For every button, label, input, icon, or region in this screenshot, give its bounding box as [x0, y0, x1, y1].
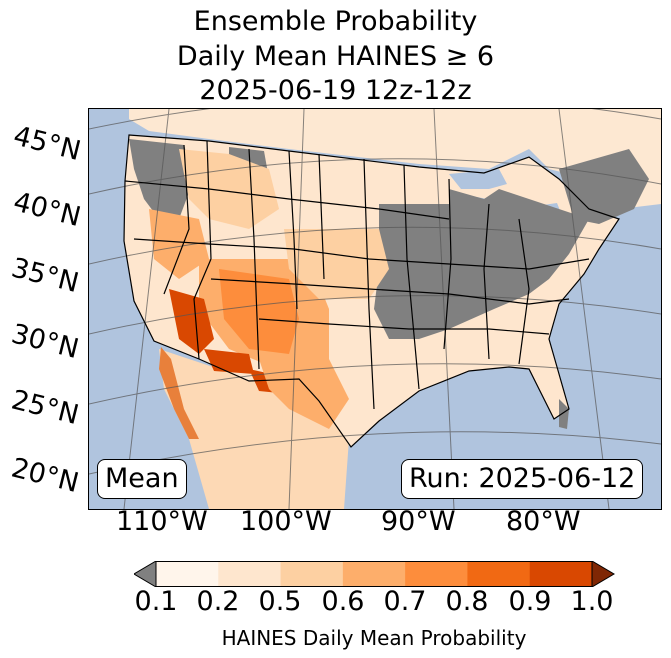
lon-label-80w: 80°W [506, 506, 581, 537]
lat-label-40n: 40°N [10, 186, 84, 234]
run-date-box: Run: 2025-06-12 [401, 459, 644, 499]
baja-land [159, 347, 199, 439]
lat-label-45n: 45°N [10, 120, 84, 168]
lon-label-90w: 90°W [381, 506, 456, 537]
lat-label-35n: 35°N [8, 252, 82, 300]
prob-great-plains [284, 229, 389, 299]
prob-northern-rockies [179, 149, 279, 229]
colorbar-segment [218, 561, 282, 587]
title-line-3: 2025-06-19 12z-12z [199, 75, 472, 106]
colorbar-segment [156, 561, 219, 587]
lat-label-20n: 20°N [8, 452, 82, 500]
no-data-east [374, 189, 589, 339]
colorbar-segment [342, 561, 406, 587]
colorbar-segment [280, 561, 344, 587]
colorbar-tick-1: 0.2 [196, 586, 240, 617]
colorbar-segment [529, 561, 593, 587]
colorbar-segment [405, 561, 468, 587]
map-panel [88, 108, 662, 510]
colorbar-over-arrow [591, 561, 615, 587]
colorbar-tick-0: 0.1 [134, 586, 178, 617]
colorbar-under-arrow [134, 561, 157, 587]
colorbar-outline [155, 561, 593, 587]
no-data-northeast [559, 149, 649, 224]
colorbar-tick-4: 0.7 [383, 586, 427, 617]
prob-northwest-patch [149, 209, 209, 279]
colorbar-label: HAINES Daily Mean Probability [221, 626, 527, 650]
lon-label-100w: 100°W [240, 506, 332, 537]
colorbar-tick-6: 0.9 [508, 586, 552, 617]
colorbar [134, 561, 615, 587]
lon-label-110w: 110°W [116, 506, 208, 537]
no-data-florida [559, 399, 569, 429]
state-borders [123, 134, 620, 448]
lat-label-25n: 25°N [8, 384, 82, 432]
title-line-2: Daily Mean HAINES ≥ 6 [176, 41, 495, 72]
lat-label-30n: 30°N [8, 318, 82, 366]
mean-label-box: Mean [97, 459, 187, 499]
prob-southwest-high [219, 269, 299, 354]
colorbar-tick-5: 0.8 [445, 586, 489, 617]
title-line-1: Ensemble Probability [193, 6, 478, 37]
colorbar-segment [467, 561, 531, 587]
colorbar-tick-7: 1.0 [570, 586, 614, 617]
prob-southwest-peak [169, 289, 294, 394]
colorbar-tick-3: 0.6 [321, 586, 365, 617]
graticule [89, 109, 661, 509]
colorbar-tick-2: 0.5 [258, 586, 302, 617]
map-canvas [89, 109, 661, 509]
